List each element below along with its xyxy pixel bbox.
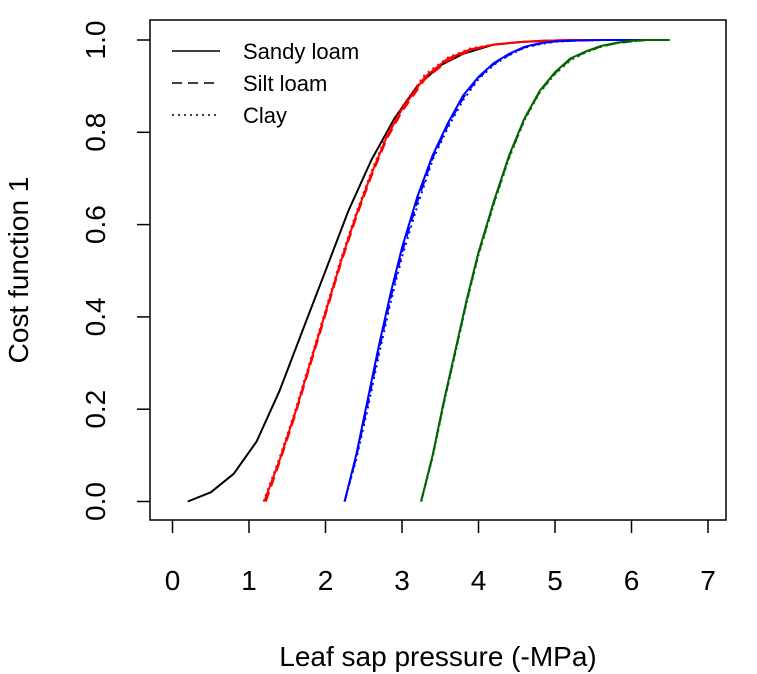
x-tick-label: 4 — [471, 565, 487, 596]
x-tick-label: 0 — [165, 565, 181, 596]
x-tick-label: 3 — [394, 565, 410, 596]
series-line-7 — [343, 39, 655, 502]
series-line-9 — [420, 39, 670, 502]
series-line-5 — [343, 39, 655, 502]
x-axis: 0 1 2 3 4 5 6 7 — [165, 520, 716, 596]
series-line-4 — [262, 39, 655, 502]
y-tick-label: 0.2 — [80, 390, 111, 429]
x-tick-label: 7 — [700, 565, 716, 596]
series-line-6 — [343, 39, 655, 502]
x-tick-label: 5 — [547, 565, 563, 596]
y-tick-label: 0.8 — [80, 113, 111, 152]
legend-label-silt-loam: Silt loam — [243, 71, 327, 96]
legend: Sandy loam Silt loam Clay — [172, 39, 359, 128]
plot-frame — [149, 19, 727, 521]
series-line-2 — [263, 39, 655, 502]
series-layer — [187, 39, 670, 503]
legend-label-sandy-loam: Sandy loam — [243, 39, 359, 64]
x-axis-title: Leaf sap pressure (-MPa) — [279, 641, 596, 672]
y-axis: 0.0 0.2 0.4 0.6 0.8 1.0 — [80, 21, 150, 521]
x-tick-label: 2 — [318, 565, 334, 596]
y-tick-label: 0.0 — [80, 482, 111, 521]
y-axis-title: Cost function 1 — [3, 177, 34, 364]
y-tick-label: 0.6 — [80, 205, 111, 244]
x-tick-label: 6 — [624, 565, 640, 596]
y-tick-label: 1.0 — [80, 21, 111, 60]
legend-label-clay: Clay — [243, 103, 287, 128]
series-line-10 — [420, 39, 670, 502]
y-tick-label: 0.4 — [80, 297, 111, 336]
x-tick-label: 1 — [241, 565, 257, 596]
series-line-3 — [264, 39, 655, 502]
